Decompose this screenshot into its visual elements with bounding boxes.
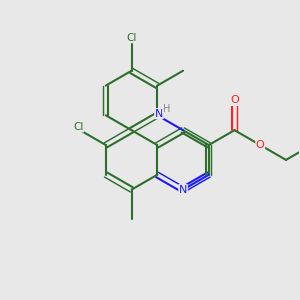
Text: O: O <box>256 140 265 150</box>
Text: H: H <box>163 104 170 114</box>
Text: N: N <box>155 109 163 119</box>
Text: O: O <box>230 95 239 106</box>
Text: N: N <box>179 184 187 195</box>
Text: Cl: Cl <box>126 33 137 43</box>
Text: Cl: Cl <box>73 122 84 132</box>
